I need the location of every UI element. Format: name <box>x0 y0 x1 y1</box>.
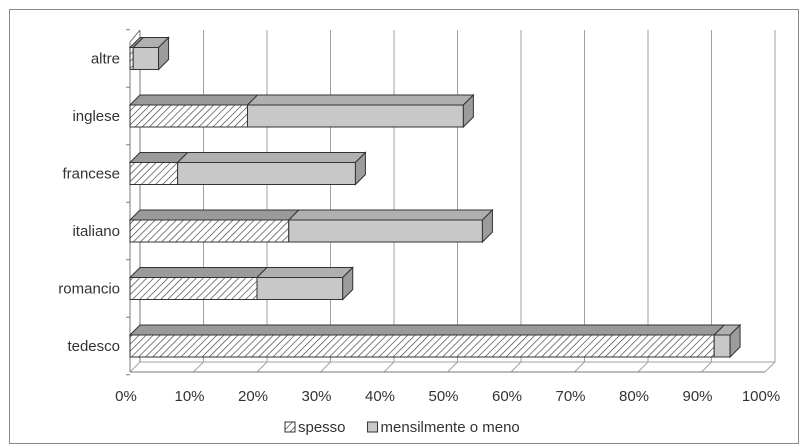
wall-top-edge <box>129 29 141 43</box>
floor-tick <box>701 361 712 373</box>
bar-inglese-mensilmente <box>246 94 475 128</box>
category-label: romancio <box>58 281 120 298</box>
bar-francese-mensilmente <box>176 152 367 185</box>
bar-side <box>481 208 493 244</box>
labels-layer: 0% 10% 20% 30% 40% 50% 60% 70% 80% 90% 100% tedesco… <box>58 51 780 406</box>
bar-side <box>354 151 366 186</box>
x-tick-label: 0% <box>115 388 137 405</box>
floor-tick <box>383 361 395 373</box>
x-tick-label: 50% <box>428 388 458 405</box>
bar-side <box>729 323 741 359</box>
x-tick-label: 60% <box>492 388 522 405</box>
floor-tick <box>510 361 522 373</box>
legend-label: mensilmente o meno <box>381 419 520 436</box>
category-label: altre <box>91 51 120 68</box>
bar-side <box>462 93 474 129</box>
grid-layer <box>126 29 776 376</box>
legend: spesso mensilmente o meno <box>284 419 520 436</box>
bar-inglese-spesso <box>128 94 259 128</box>
bar-francese-spesso <box>128 152 189 185</box>
bar-side <box>158 36 170 71</box>
x-tick-label: 90% <box>682 388 712 405</box>
bar-side <box>342 266 354 301</box>
bar-italiano-spesso <box>128 209 300 243</box>
legend-swatch <box>284 421 296 433</box>
x-tick-label: 80% <box>619 388 649 405</box>
bar-tedesco-spesso <box>128 324 726 358</box>
x-tick-label: 10% <box>174 388 204 405</box>
category-label: inglese <box>72 108 120 125</box>
category-label: tedesco <box>67 338 120 355</box>
floor-tick <box>764 361 776 373</box>
x-tick-label: 30% <box>301 388 331 405</box>
legend-label: spesso <box>298 419 346 436</box>
floor-tick <box>320 361 331 373</box>
x-tick-label: 100% <box>742 388 780 405</box>
bar-italiano-mensilmente <box>287 209 494 243</box>
floor-tick <box>637 361 649 373</box>
category-label: italiano <box>72 223 120 240</box>
x-tick-label: 70% <box>555 388 585 405</box>
floor-tick <box>193 361 204 373</box>
floor-tick <box>129 361 141 373</box>
bars-layer <box>128 36 742 359</box>
floor-tick <box>256 361 268 373</box>
legend-swatch <box>367 421 379 433</box>
bar-romancio-spesso <box>128 267 269 300</box>
floor-tick <box>447 361 458 373</box>
bar-romancio-mensilmente <box>255 267 354 300</box>
floor-tick <box>574 361 585 373</box>
x-tick-label: 40% <box>365 388 395 405</box>
category-label: francese <box>62 166 120 183</box>
x-tick-label: 20% <box>238 388 268 405</box>
